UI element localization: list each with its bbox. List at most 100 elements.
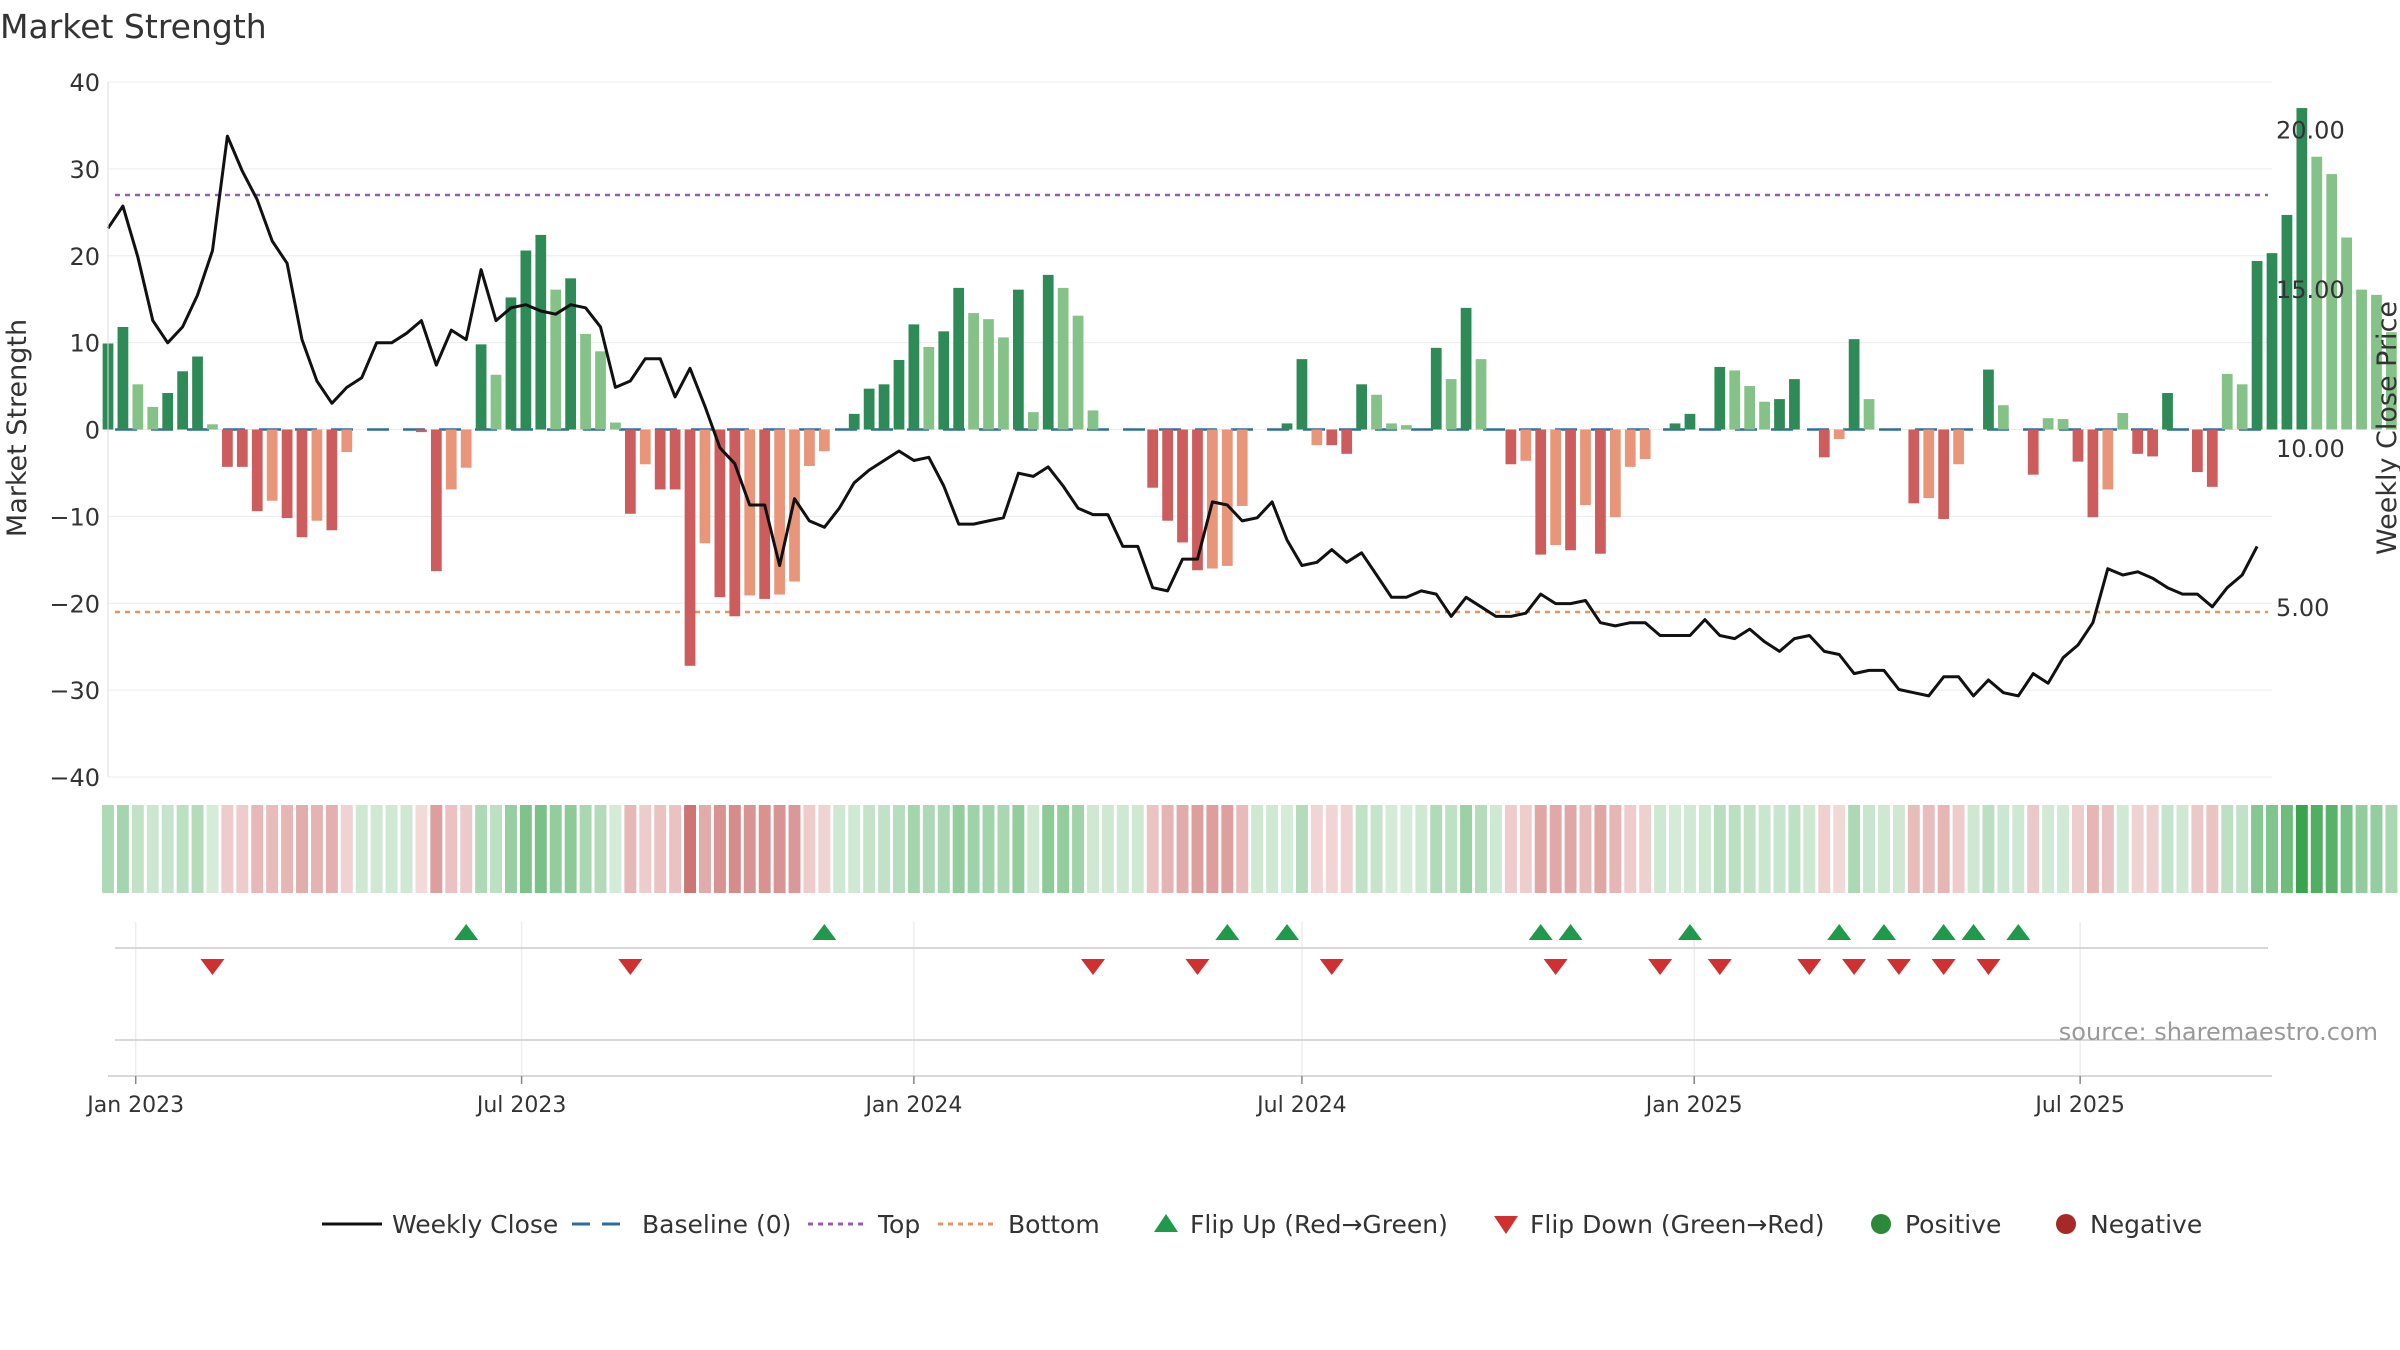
y-tick-label: −30: [49, 677, 100, 705]
flip-up-marker: [1871, 924, 1896, 940]
strength-bar: [266, 429, 278, 501]
y-tick-label: 20: [69, 243, 100, 271]
strength-bar: [2102, 429, 2114, 490]
heat-cell: [1460, 805, 1473, 893]
legend-item: Flip Up (Red→Green): [1154, 1210, 1448, 1239]
strength-bar: [1430, 347, 1442, 430]
heat-cell: [654, 805, 667, 893]
strength-bar: [162, 393, 174, 430]
strength-bar: [2087, 429, 2099, 518]
strength-bar: [2027, 429, 2039, 475]
heat-cell: [1773, 805, 1786, 893]
heat-cell: [266, 805, 279, 893]
heat-cell: [2116, 805, 2129, 893]
x-axis: Jan 2023 Jul 2023 Jan 2024 Jul 2024 Jan 2025…: [85, 1075, 2272, 1118]
strength-bar: [1356, 384, 1368, 430]
legend-label: Flip Up (Red→Green): [1190, 1210, 1448, 1239]
heat-cell: [773, 805, 786, 893]
strength-bar: [624, 429, 636, 514]
strength-bar: [2221, 373, 2233, 430]
heat-cell: [1803, 805, 1816, 893]
legend-item: Flip Down (Green→Red): [1494, 1210, 1825, 1239]
strength-bar: [1311, 429, 1323, 446]
strength-bar: [1221, 429, 1233, 566]
heat-cell: [967, 805, 980, 893]
heat-cell: [176, 805, 189, 893]
heat-cell: [146, 805, 159, 893]
threshold-lines: [115, 193, 2268, 614]
strength-bar: [281, 429, 293, 519]
heat-cell: [922, 805, 935, 893]
y2-tick-label: 20.00: [2276, 117, 2345, 145]
strength-bar: [595, 351, 606, 430]
strength-bar: [2236, 384, 2248, 430]
heat-cell: [863, 805, 876, 893]
strength-bar: [2206, 429, 2218, 487]
heat-cell: [1713, 805, 1726, 893]
strength-bar: [744, 429, 756, 596]
strength-bar: [236, 429, 248, 467]
heat-cell: [848, 805, 861, 893]
strength-bar: [818, 429, 830, 452]
heat-cell: [1012, 805, 1025, 893]
strength-bar: [490, 374, 502, 430]
weekly-close-series: [106, 134, 2259, 698]
strength-bar: [953, 287, 965, 430]
x-tick-label: Jan 2023: [85, 1093, 184, 1118]
heat-cell: [2131, 805, 2144, 893]
axes: 40 30 20 10 0 −10 −20 −30 −40 20.00 15.00 10.00 5.00: [49, 69, 2344, 792]
strength-bar: [2147, 429, 2158, 457]
strength-bar: [1789, 379, 1800, 430]
heat-cell: [116, 805, 129, 893]
x-tick-label: Jul 2023: [475, 1093, 567, 1118]
strength-bar: [147, 406, 159, 430]
heat-cell: [2161, 805, 2174, 893]
flip-down-marker: [1185, 959, 1210, 975]
heat-cell: [1430, 805, 1443, 893]
heat-cell: [281, 805, 294, 893]
heat-cell: [1101, 805, 1114, 893]
flip-up-marker: [2006, 924, 2031, 940]
heat-cell: [1669, 805, 1682, 893]
strength-bar: [1848, 339, 1860, 430]
y2-tick-label: 10.00: [2276, 435, 2345, 463]
heat-cell: [997, 805, 1010, 893]
heat-cell: [2206, 805, 2219, 893]
strength-bar: [1609, 429, 1621, 518]
strength-bar: [1520, 429, 1532, 461]
heat-cell: [907, 805, 920, 893]
heat-cell: [1534, 805, 1547, 893]
strength-bar: [117, 326, 129, 430]
heat-cell: [594, 805, 607, 893]
y-tick-label: −10: [49, 503, 100, 531]
strength-bar: [1908, 429, 1920, 504]
strength-bar: [1087, 410, 1099, 430]
heat-cell: [1863, 805, 1876, 893]
legend-item: Negative: [2056, 1210, 2202, 1239]
heat-cell: [310, 805, 323, 893]
strength-bar: [1565, 429, 1576, 551]
heat-cell: [2057, 805, 2070, 893]
strength-bar: [1997, 405, 2009, 430]
heat-cell: [893, 805, 905, 893]
strength-bar: [1027, 412, 1039, 430]
heat-cell: [370, 805, 383, 893]
x-tick-label: Jan 2025: [1644, 1093, 1743, 1118]
strength-bar: [1042, 274, 1054, 430]
heat-cell: [400, 805, 413, 893]
heat-cell: [2072, 805, 2084, 893]
heat-cell: [833, 805, 846, 893]
flip-up-marker: [1215, 924, 1240, 940]
strength-bar: [445, 429, 457, 490]
heat-cell: [1728, 805, 1741, 893]
strength-bar: [2251, 260, 2263, 430]
heat-cell: [1087, 805, 1099, 893]
heat-cell: [684, 805, 697, 893]
heat-cell: [296, 805, 308, 893]
strength-bar: [416, 429, 427, 433]
heat-cell: [430, 805, 443, 893]
heat-cell: [355, 805, 368, 893]
strength-bar: [804, 429, 815, 466]
heat-cell: [1504, 805, 1517, 893]
